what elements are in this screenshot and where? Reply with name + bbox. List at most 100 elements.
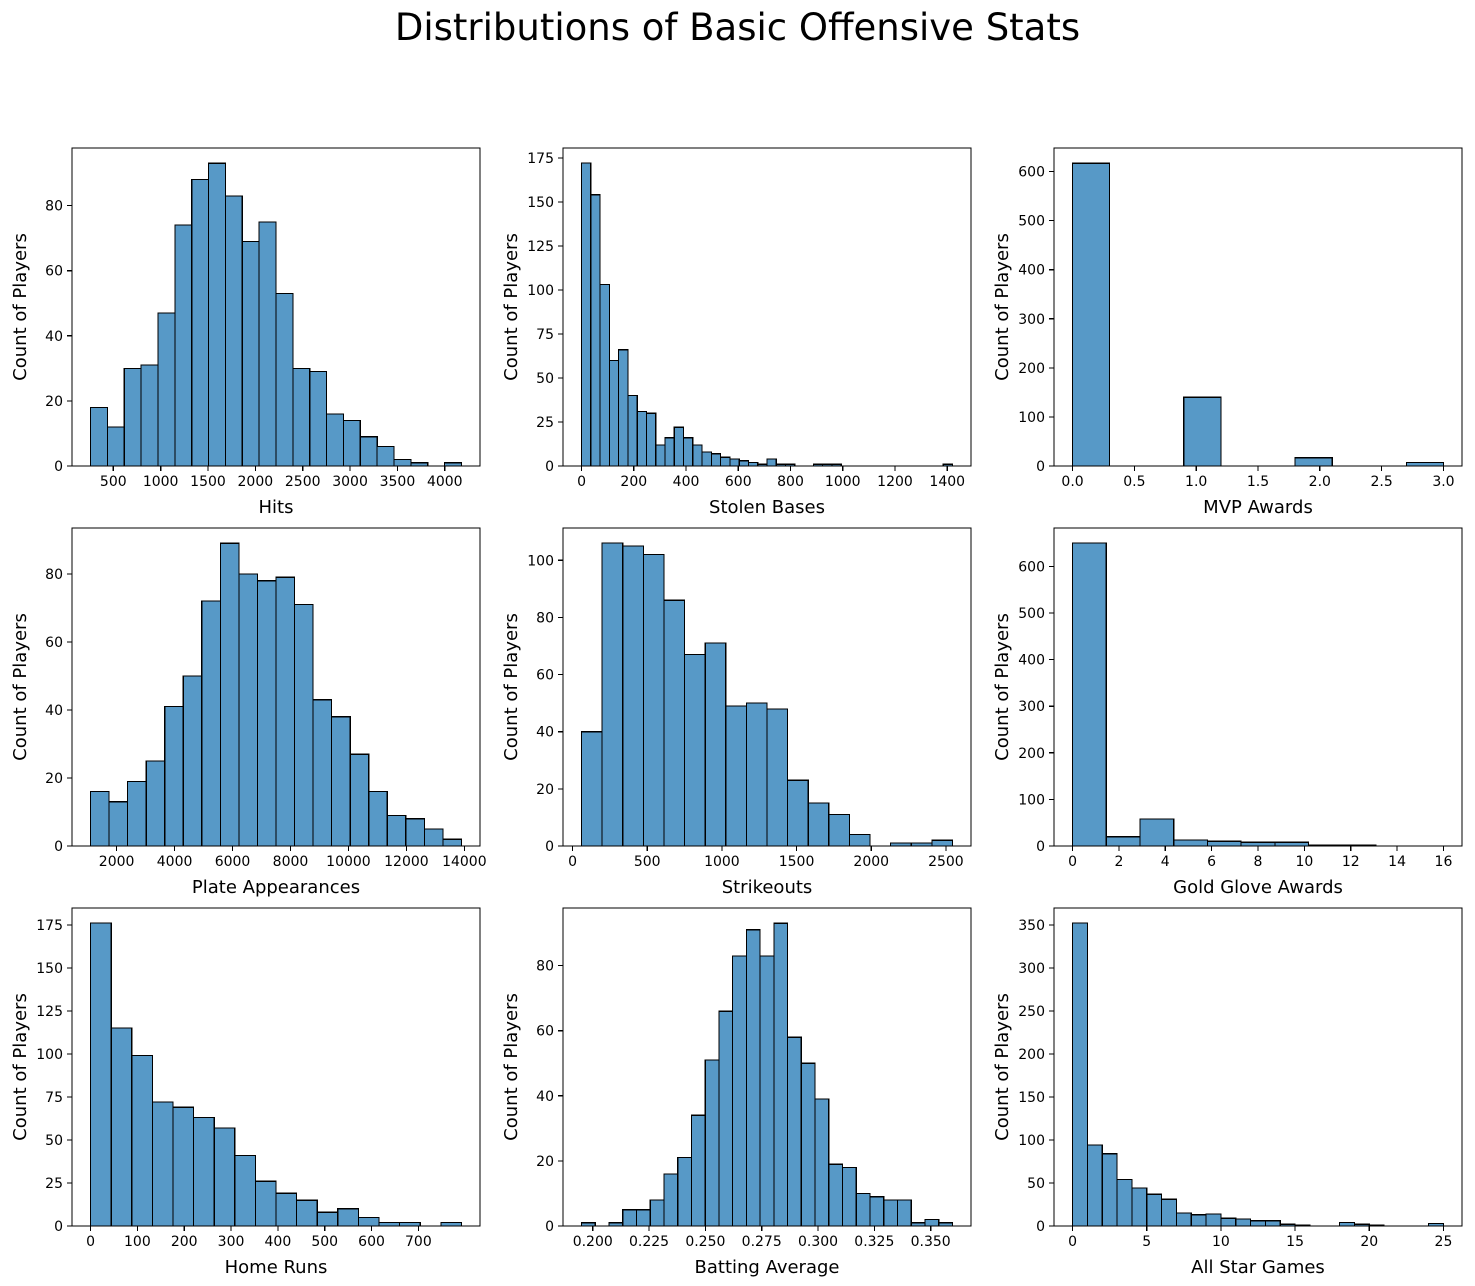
y-tick-label: 60: [45, 635, 63, 651]
bar: [649, 1199, 665, 1227]
x-axis-label: Plate Appearances: [192, 877, 360, 898]
bar: [1071, 922, 1088, 1227]
x-tick-label: 2000: [238, 474, 274, 490]
bar: [292, 367, 311, 467]
y-axis-label: Count of Players: [992, 233, 1013, 381]
y-tick-label: 350: [1018, 918, 1045, 934]
x-tick-label: 2500: [928, 854, 964, 870]
x-tick-label: 3500: [380, 474, 416, 490]
x-tick-label: 1000: [704, 854, 740, 870]
bar: [704, 642, 727, 847]
y-tick-label: 75: [536, 327, 554, 343]
bar: [664, 437, 675, 467]
y-tick-label: 500: [1018, 606, 1045, 622]
x-tick-label: 1000: [825, 474, 861, 490]
bar: [108, 801, 129, 847]
bar: [157, 312, 176, 467]
bar: [663, 1173, 679, 1227]
y-axis-label: Count of Players: [501, 233, 522, 381]
x-tick-label: 0: [568, 854, 577, 870]
plot-frame: [71, 527, 481, 847]
y-tick-label: 600: [1018, 165, 1045, 181]
y-tick-label: 175: [36, 918, 63, 934]
x-tick-label: 8000: [273, 854, 309, 870]
bar: [275, 576, 296, 847]
y-tick-label: 100: [1018, 1133, 1045, 1149]
x-axis-label: Home Runs: [225, 1257, 328, 1278]
x-axis-label: MVP Awards: [1203, 497, 1313, 518]
bar: [1131, 1187, 1148, 1227]
subplot-all-star-games: 0 5 10 15 20 25 0 50 100 150 200 250 300 350 All Star …: [982, 907, 1473, 1286]
y-tick-label: 125: [36, 1004, 63, 1020]
y-tick-label: 40: [536, 1089, 554, 1105]
y-axis-label: Count of Players: [501, 993, 522, 1141]
x-tick-label: 0.225: [629, 1234, 669, 1250]
y-tick-label: 0: [1036, 1219, 1045, 1235]
bar: [89, 922, 112, 1227]
bar: [655, 444, 666, 467]
x-tick-label: 3.0: [1432, 474, 1454, 490]
y-tick-label: 250: [1018, 1004, 1045, 1020]
bar: [89, 790, 110, 847]
bar: [1146, 1193, 1163, 1227]
y-axis-label: Count of Players: [10, 993, 31, 1141]
bar: [896, 1199, 912, 1227]
bar: [725, 705, 747, 847]
bar: [258, 221, 277, 467]
histogram-batting-average: 0.200 0.225 0.250 0.275 0.300 0.325 0.350 0 20 40…: [501, 907, 972, 1278]
y-tick-label: 200: [1018, 1047, 1045, 1063]
y-tick-label: 60: [536, 1024, 554, 1040]
bar: [182, 675, 203, 847]
x-tick-label: 8: [1254, 854, 1263, 870]
y-tick-label: 500: [1018, 214, 1045, 230]
x-tick-label: 200: [620, 474, 647, 490]
x-tick-label: 0.200: [573, 1234, 613, 1250]
y-tick-label: 150: [1018, 1090, 1045, 1106]
bar: [622, 545, 644, 847]
bar: [316, 1211, 339, 1227]
plot-frame: [1053, 527, 1463, 847]
y-tick-label: 50: [536, 371, 554, 387]
bar: [673, 426, 685, 467]
bar: [1264, 1220, 1281, 1227]
histogram-plate-appearances: 2000 4000 6000 8000 10000 12000 14000 0 20 40 60 80…: [10, 527, 487, 898]
x-tick-label: 1400: [929, 474, 965, 490]
y-tick-label: 600: [1018, 559, 1045, 575]
x-tick-label: 500: [634, 854, 661, 870]
bar: [1116, 1178, 1133, 1227]
x-axis-label: Stolen Bases: [709, 497, 825, 518]
bar: [869, 1196, 885, 1227]
x-tick-label: 0: [577, 474, 586, 490]
x-tick-label: 16: [1435, 854, 1453, 870]
y-tick-label: 100: [527, 283, 554, 299]
bar: [325, 413, 345, 467]
bar: [140, 364, 159, 467]
bar: [636, 410, 648, 467]
bar: [359, 436, 378, 467]
y-tick-label: 150: [527, 195, 554, 211]
x-tick-label: 10: [1212, 1234, 1230, 1250]
x-tick-label: 14: [1388, 854, 1406, 870]
x-tick-label: 4000: [157, 854, 193, 870]
x-tick-label: 400: [673, 474, 700, 490]
y-tick-label: 0: [54, 839, 63, 855]
histogram-hits: 500 1000 1500 2000 2500 3000 3500 4000 0 20 40 60 80…: [10, 147, 481, 518]
bar: [787, 779, 809, 847]
y-axis-label: Count of Players: [992, 993, 1013, 1141]
x-tick-label: 0: [1068, 1234, 1077, 1250]
y-tick-label: 300: [1018, 699, 1045, 715]
bar: [710, 453, 722, 467]
bar: [924, 1218, 940, 1227]
x-tick-label: 0.325: [854, 1234, 894, 1250]
bar: [642, 553, 665, 847]
bar: [1235, 1218, 1252, 1227]
bar: [848, 833, 871, 847]
bar: [745, 929, 761, 1227]
bar: [357, 1216, 380, 1227]
y-tick-label: 100: [527, 553, 554, 569]
subplot-gold-glove-awards: 0 2 4 6 8 10 12 14 16 0 100 200 300 400 500 600 Gold Glo…: [982, 527, 1473, 908]
bar: [800, 1062, 816, 1227]
bar: [682, 437, 694, 467]
bar: [759, 955, 775, 1227]
subplot-mvp-awards: 0.0 0.5 1.0 1.5 2.0 2.5 3.0 0 100 200 300 400 500 600…: [982, 147, 1473, 528]
